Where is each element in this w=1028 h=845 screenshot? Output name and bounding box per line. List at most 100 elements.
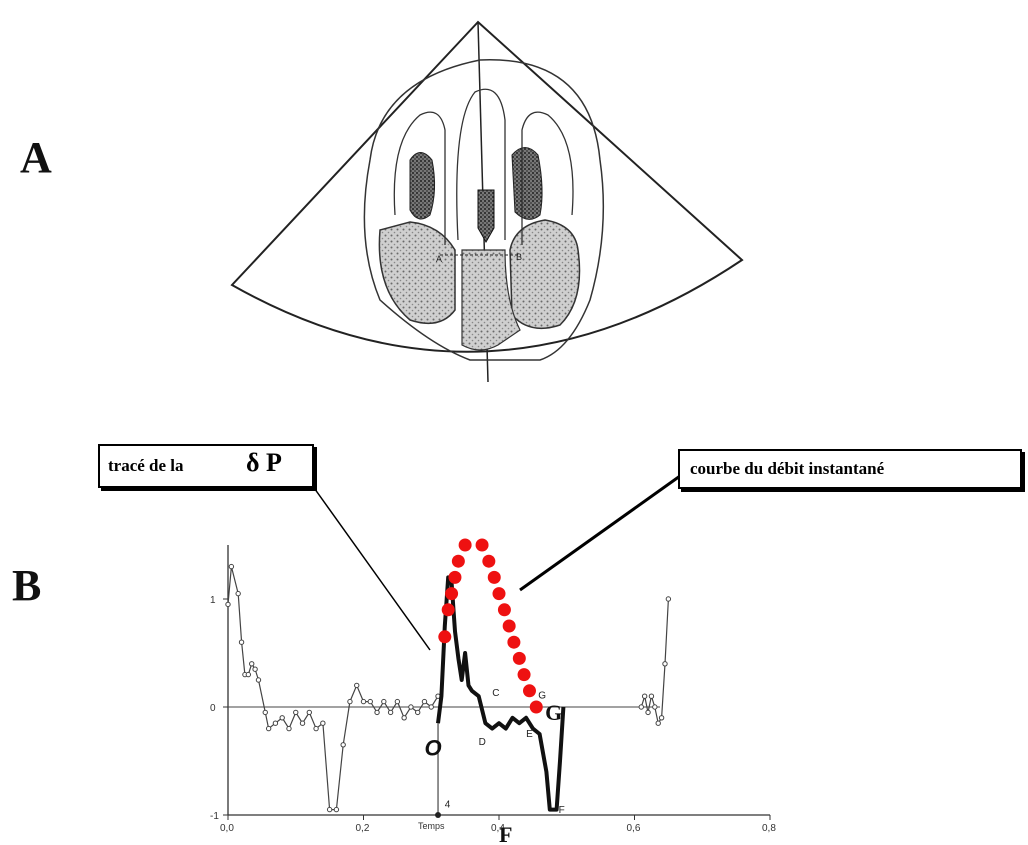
panel-label-b: B bbox=[12, 561, 42, 610]
thin-trace-point bbox=[255, 677, 262, 683]
flow-curve-point bbox=[507, 635, 521, 649]
thin-trace-point bbox=[228, 563, 235, 570]
point-label-end: G bbox=[545, 700, 562, 725]
flow-curve-point bbox=[475, 538, 489, 552]
thin-trace-point bbox=[333, 806, 340, 813]
thin-trace-point bbox=[326, 806, 333, 813]
central-loop bbox=[456, 88, 506, 241]
thin-trace-point bbox=[279, 715, 285, 721]
flow-curve-point bbox=[451, 554, 465, 568]
callout-dp-trace: tracé de la δ P bbox=[98, 444, 314, 488]
right-inner-loop bbox=[521, 111, 574, 245]
flow-curve-point bbox=[445, 587, 459, 601]
thin-trace-point bbox=[387, 709, 394, 716]
x-tick-label: 0,8 bbox=[762, 823, 776, 834]
thin-trace-point bbox=[313, 725, 319, 732]
x-tick-label: 0,6 bbox=[627, 823, 641, 834]
marker-label-c: C bbox=[492, 688, 499, 699]
y-tick-label: -1 bbox=[210, 811, 219, 822]
flow-curve-point bbox=[441, 603, 455, 617]
x-axis-label: Temps bbox=[418, 821, 445, 831]
flow-curve-point bbox=[492, 587, 506, 601]
thin-trace-line bbox=[227, 566, 439, 811]
thin-trace-point bbox=[252, 666, 258, 672]
thin-trace-point bbox=[408, 704, 414, 710]
thin-trace-point bbox=[235, 590, 241, 597]
callout-flow-curve: courbe du débit instantané bbox=[678, 449, 1022, 489]
x-tick-label: 0,0 bbox=[220, 823, 234, 834]
marker-label-g: G bbox=[538, 690, 546, 701]
thin-trace-point bbox=[245, 671, 252, 678]
right-trace-point bbox=[638, 704, 644, 710]
right-trace-point bbox=[641, 693, 648, 699]
left-papillary bbox=[409, 152, 436, 220]
thin-trace-point bbox=[347, 698, 353, 705]
right-trace-point bbox=[645, 709, 651, 716]
marker-label-4: 4 bbox=[445, 799, 451, 810]
callout-dp-text: tracé de la bbox=[108, 456, 184, 475]
callout-dp-leader bbox=[311, 484, 431, 651]
flow-curve-point bbox=[482, 554, 496, 568]
thin-trace-point bbox=[374, 709, 380, 716]
callout-flow-text: courbe du débit instantané bbox=[690, 459, 885, 478]
flow-curve-point bbox=[517, 668, 531, 682]
point-label-min: F bbox=[499, 822, 512, 845]
right-trace-point bbox=[652, 704, 658, 710]
echo-marker-right: B bbox=[516, 252, 522, 262]
flow-curve-point bbox=[497, 603, 511, 617]
origin-marker-dot bbox=[435, 812, 442, 818]
callout-flow-leader bbox=[519, 474, 681, 592]
flow-curve-point bbox=[529, 700, 543, 714]
x-tick-label: 0,2 bbox=[356, 823, 370, 834]
y-tick-label: 0 bbox=[210, 703, 216, 714]
marker-label-d: D bbox=[479, 737, 486, 748]
left-chamber bbox=[378, 221, 456, 325]
flow-curve-point bbox=[522, 684, 536, 698]
thin-trace-point bbox=[421, 698, 428, 705]
thin-trace-point bbox=[320, 720, 326, 726]
thin-trace-point bbox=[225, 601, 231, 608]
septum-column bbox=[461, 249, 521, 351]
right-trace-point bbox=[648, 693, 655, 699]
thin-trace-point bbox=[272, 720, 279, 726]
flow-curve-point bbox=[448, 570, 462, 584]
y-tick-label: 1 bbox=[210, 595, 216, 606]
thin-trace-point bbox=[394, 698, 401, 705]
flow-curve-point bbox=[502, 619, 516, 633]
thin-trace-point bbox=[367, 698, 373, 705]
heart-outer-contour bbox=[363, 59, 605, 361]
thin-trace-point bbox=[401, 715, 407, 721]
callout-dp-symbol: δ P bbox=[246, 448, 282, 477]
echo-marker-left: A bbox=[436, 254, 442, 264]
thin-trace-point bbox=[249, 661, 255, 667]
thin-trace-point bbox=[428, 704, 434, 710]
marker-label-e: E bbox=[526, 729, 533, 740]
right-trace-point bbox=[655, 720, 661, 726]
thin-trace-point bbox=[360, 698, 367, 705]
flow-curve-point bbox=[487, 570, 501, 584]
right-trace-point bbox=[658, 715, 665, 721]
panel-label-a: A bbox=[20, 133, 52, 182]
thin-trace-point bbox=[286, 725, 292, 732]
marker-label-f: F bbox=[559, 805, 565, 816]
thin-trace-point bbox=[299, 720, 306, 726]
flow-curve-point bbox=[512, 651, 526, 665]
thin-trace-point bbox=[354, 682, 360, 689]
thin-trace-point bbox=[262, 709, 268, 716]
right-chamber bbox=[509, 219, 581, 330]
right-trace-point bbox=[662, 661, 668, 667]
thin-trace-point bbox=[381, 698, 387, 705]
doppler-gate-icon bbox=[477, 189, 495, 244]
flow-curve-point bbox=[438, 630, 452, 644]
thin-trace-point bbox=[340, 742, 346, 748]
right-trace-point bbox=[665, 596, 672, 602]
thin-trace-point bbox=[306, 709, 312, 716]
flow-curve-point bbox=[458, 538, 472, 552]
point-label-origin: O bbox=[424, 736, 441, 761]
thin-trace-point bbox=[265, 725, 272, 732]
left-inner-loop bbox=[393, 111, 446, 245]
thin-trace-point bbox=[238, 639, 245, 645]
thin-trace-point bbox=[293, 709, 299, 716]
